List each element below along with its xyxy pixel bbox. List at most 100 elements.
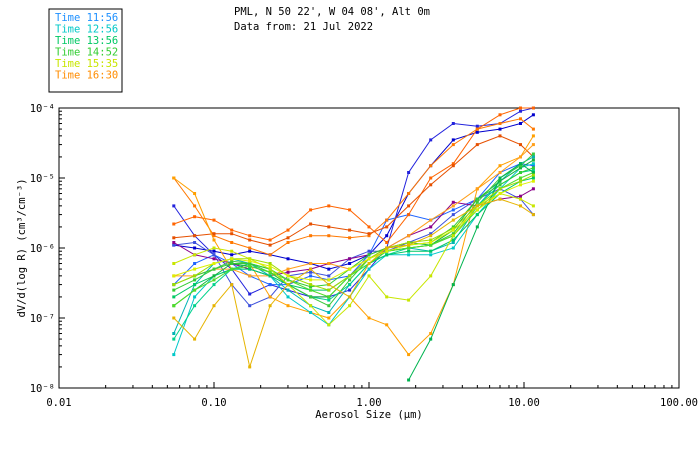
- data-point-s8: [429, 183, 433, 187]
- legend-entry: Time 13:56: [55, 35, 118, 47]
- data-point-s1: [475, 130, 479, 134]
- y-axis-label: dV/d(log R) (cm³/cm⁻³): [16, 178, 28, 317]
- data-point-s4: [248, 304, 252, 308]
- data-point-s22: [367, 257, 371, 261]
- data-point-s20: [519, 179, 522, 183]
- data-point-s21: [385, 295, 389, 299]
- data-point-s4: [327, 274, 331, 278]
- data-point-s15: [519, 166, 522, 170]
- data-point-s2: [519, 109, 522, 113]
- data-point-s5: [531, 187, 535, 191]
- data-point-s16: [451, 225, 455, 229]
- data-point-s7: [367, 234, 371, 238]
- data-point-s21: [193, 253, 197, 257]
- data-point-s10: [475, 187, 479, 191]
- data-point-s4: [429, 232, 433, 236]
- data-point-s19: [407, 378, 411, 382]
- data-point-s11: [309, 311, 313, 314]
- data-point-s19: [498, 176, 502, 180]
- plot-area: [58, 107, 680, 389]
- data-point-s18: [407, 246, 411, 250]
- data-point-s1: [212, 249, 216, 253]
- data-point-s20: [172, 283, 176, 287]
- data-point-s14: [385, 253, 389, 257]
- data-point-s23: [230, 283, 234, 287]
- data-point-s21: [309, 304, 313, 308]
- data-point-s17: [531, 152, 535, 156]
- data-point-s1: [193, 246, 197, 250]
- data-point-s8: [367, 232, 371, 236]
- data-point-s1: [230, 253, 234, 257]
- data-point-s6: [519, 106, 522, 110]
- x-tick-label: 100.00: [660, 397, 698, 409]
- data-point-s7: [429, 164, 433, 168]
- data-point-s22: [531, 179, 535, 183]
- data-point-s6: [531, 106, 535, 110]
- data-point-s20: [429, 238, 433, 242]
- data-point-s12: [531, 155, 535, 159]
- data-point-s23: [348, 295, 352, 299]
- data-point-s21: [327, 323, 331, 327]
- data-point-s22: [348, 267, 352, 271]
- data-point-s22: [268, 264, 272, 268]
- data-point-s9: [172, 176, 176, 180]
- data-point-s11: [172, 353, 176, 357]
- data-point-s16: [498, 183, 502, 187]
- data-point-s19: [451, 283, 455, 287]
- y-tick-label: 10⁻⁴: [30, 103, 55, 115]
- data-point-s17: [451, 232, 455, 236]
- data-point-s6: [367, 225, 371, 229]
- data-point-s10: [407, 234, 411, 238]
- legend-entry: Time 16:30: [55, 70, 118, 82]
- data-point-s11: [429, 253, 433, 257]
- data-point-s7: [475, 127, 479, 131]
- data-point-s3: [531, 164, 535, 168]
- data-point-s4: [451, 213, 455, 217]
- data-point-s20: [407, 241, 411, 244]
- data-point-s16: [309, 285, 313, 289]
- data-point-s6: [212, 218, 216, 222]
- data-point-s2: [248, 292, 252, 296]
- data-point-s23: [309, 267, 313, 271]
- data-point-s20: [451, 227, 455, 230]
- data-point-s13: [348, 283, 352, 287]
- data-point-s8: [348, 228, 352, 232]
- data-point-s8: [451, 164, 455, 168]
- data-point-s23: [172, 316, 176, 320]
- data-point-s8: [193, 234, 197, 238]
- data-point-s16: [193, 278, 197, 282]
- data-point-s10: [519, 155, 522, 159]
- y-tick-label: 10⁻⁶: [30, 243, 55, 255]
- data-point-s8: [498, 134, 502, 138]
- data-point-s14: [451, 238, 455, 242]
- y-tick-label: 10⁻⁸: [30, 383, 55, 395]
- data-point-s7: [193, 204, 197, 208]
- data-point-s18: [327, 295, 331, 299]
- data-point-s23: [498, 197, 502, 201]
- data-point-s14: [172, 295, 176, 299]
- legend-entry: Time 15:35: [55, 58, 118, 70]
- data-point-s22: [519, 183, 522, 187]
- data-point-s2: [172, 204, 176, 208]
- data-point-s10: [451, 204, 455, 208]
- data-point-s14: [268, 274, 272, 278]
- data-point-s9: [193, 192, 197, 195]
- y-tick-label: 10⁻⁵: [30, 173, 55, 185]
- data-point-s7: [327, 234, 331, 238]
- data-point-s4: [193, 241, 197, 244]
- data-point-s3: [193, 262, 197, 265]
- data-point-s21: [531, 204, 535, 208]
- data-point-s8: [248, 238, 252, 242]
- data-point-s7: [385, 218, 389, 222]
- data-point-s20: [193, 274, 197, 278]
- data-point-s19: [531, 171, 535, 174]
- data-point-s8: [268, 243, 272, 247]
- data-point-s22: [429, 241, 433, 244]
- data-point-s23: [212, 304, 216, 308]
- data-point-s23: [327, 283, 331, 287]
- data-point-s22: [385, 249, 389, 253]
- data-point-s2: [429, 138, 433, 142]
- data-point-s16: [172, 288, 176, 292]
- data-point-s5: [429, 225, 433, 229]
- data-point-s2: [348, 288, 352, 292]
